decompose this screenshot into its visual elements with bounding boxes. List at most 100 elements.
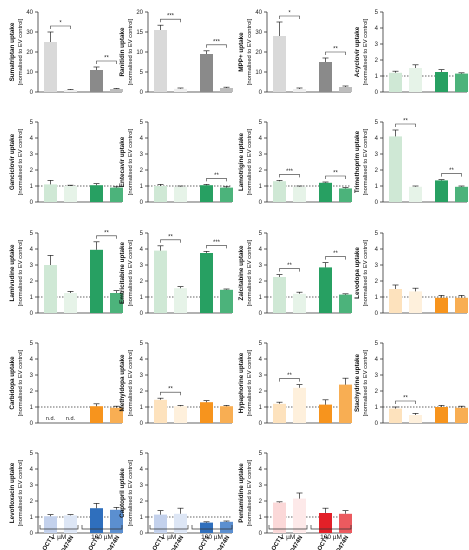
y-tick-label: 5	[140, 451, 144, 457]
concentration-label: 1 µM	[162, 534, 177, 541]
y-tick-label: 5	[30, 341, 34, 347]
y-tick-label: 5	[30, 451, 34, 457]
y-tick-label: 1	[30, 184, 34, 190]
y-tick-label: 5	[30, 231, 34, 237]
y-tick-label: 0	[30, 311, 34, 317]
y-axis-title: Lamotrigine uptake	[238, 132, 245, 191]
data-bar	[90, 185, 103, 202]
data-bar	[339, 513, 352, 533]
significance-label: **	[333, 47, 338, 53]
significance-label: **	[449, 168, 454, 174]
y-tick-label: 30	[255, 30, 262, 36]
y-tick-label: 0	[140, 90, 144, 96]
y-axis-title: Captopril uptake	[119, 468, 126, 518]
concentration-label: 100 µM	[91, 534, 113, 541]
y-tick-label: 40	[26, 10, 33, 16]
data-bar	[339, 384, 352, 423]
y-tick-label: 0	[259, 90, 263, 96]
y-axis-subtitle: [normalised to EV control]	[363, 128, 369, 195]
data-bar	[174, 513, 187, 533]
data-bar	[435, 407, 448, 423]
data-bar	[339, 87, 352, 92]
y-tick-label: 0	[375, 90, 379, 96]
y-tick-label: 0	[140, 311, 144, 317]
y-axis-subtitle: [normalised to EV control]	[18, 239, 24, 306]
y-tick-label: 2	[375, 389, 379, 395]
concentration-bracket	[310, 525, 352, 530]
data-bar	[319, 513, 332, 533]
y-tick-label: 5	[140, 341, 144, 347]
data-bar	[409, 186, 422, 202]
data-bar	[409, 68, 422, 92]
data-bar	[44, 516, 57, 533]
y-tick-label: 4	[259, 467, 263, 473]
significance-label: **	[104, 230, 109, 236]
chart-panel: 0 1 2 3 4 5 ** Methyldopa uptake [normalised to …	[119, 341, 233, 427]
data-bar	[273, 502, 286, 533]
significance-label: ***	[286, 169, 294, 175]
data-bar	[174, 406, 187, 423]
chart-panel: 0 1 2 3 4 5 Levodopa uptake [normalised to EV c…	[354, 231, 468, 317]
y-tick-label: 1	[140, 184, 144, 190]
chart-panel: 0 1 2 3 4 5 ** Lamivudine uptake [normalised to …	[9, 230, 123, 317]
chart-panel: 0 1 2 3 4 5 Ganciclovir uptake [normalised to E…	[9, 120, 123, 206]
y-tick-label: 1	[140, 295, 144, 301]
y-tick-label: 3	[375, 263, 379, 269]
data-bar	[339, 188, 352, 202]
concentration-label: 1 µM	[281, 534, 296, 541]
significance-bracket	[160, 18, 181, 23]
y-tick-label: 4	[30, 467, 34, 473]
significance-bracket	[160, 391, 181, 396]
significance-label: *	[59, 21, 62, 27]
y-axis-title: Stachydrine uptake	[354, 353, 361, 412]
y-tick-label: 0	[30, 421, 34, 427]
data-bar	[319, 62, 332, 92]
y-axis-subtitle: [normalised to EV control]	[18, 18, 24, 85]
chart-panel: 0 1 2 3 4 5 ** Hypaphorine uptake [normalised to…	[238, 341, 352, 427]
y-tick-label: 1	[259, 515, 263, 521]
y-tick-label: 2	[259, 279, 263, 285]
y-tick-label: 2	[375, 279, 379, 285]
y-tick-label: 4	[30, 136, 34, 142]
data-bar	[44, 184, 57, 202]
y-tick-label: 5	[30, 120, 34, 126]
y-tick-label: 0	[140, 531, 144, 537]
significance-label: **	[333, 171, 338, 177]
y-axis-title: Ganciclovir uptake	[9, 133, 16, 190]
y-tick-label: 0	[259, 200, 263, 206]
significance-bracket	[206, 245, 227, 249]
significance-bracket	[160, 239, 181, 243]
data-bar	[455, 407, 468, 423]
data-bar	[154, 186, 167, 202]
data-bar	[154, 399, 167, 423]
y-tick-label: 5	[259, 120, 263, 126]
y-axis-subtitle: [normalised to EV control]	[128, 18, 134, 85]
data-bar	[293, 293, 306, 313]
concentration-label: 1 µM	[52, 534, 67, 541]
significance-bracket	[279, 378, 300, 382]
y-tick-label: 20	[136, 10, 143, 16]
data-bar	[154, 514, 167, 533]
data-bar	[435, 297, 448, 313]
y-axis-subtitle: [normalised to EV control]	[18, 459, 24, 526]
significance-bracket	[96, 235, 117, 239]
significance-label: **	[287, 263, 292, 269]
data-bar	[90, 70, 103, 92]
data-bar	[44, 42, 57, 92]
y-tick-label: 1	[259, 295, 263, 301]
y-tick-label: 5	[140, 120, 144, 126]
chart-panel: 0 1 2 3 4 5 ** Stachydrine uptake [normalised to…	[354, 341, 468, 427]
significance-bracket	[206, 178, 227, 182]
data-bar	[389, 408, 402, 423]
y-tick-label: 2	[140, 389, 144, 395]
y-tick-label: 4	[375, 357, 379, 363]
data-bar	[339, 294, 352, 313]
significance-label: ***	[213, 39, 221, 45]
data-bar	[435, 72, 448, 92]
data-bar	[200, 402, 213, 423]
significance-bracket	[279, 174, 300, 178]
not-determined-label: n.d.	[66, 416, 76, 422]
data-bar	[110, 509, 123, 533]
y-tick-label: 1	[375, 184, 379, 190]
